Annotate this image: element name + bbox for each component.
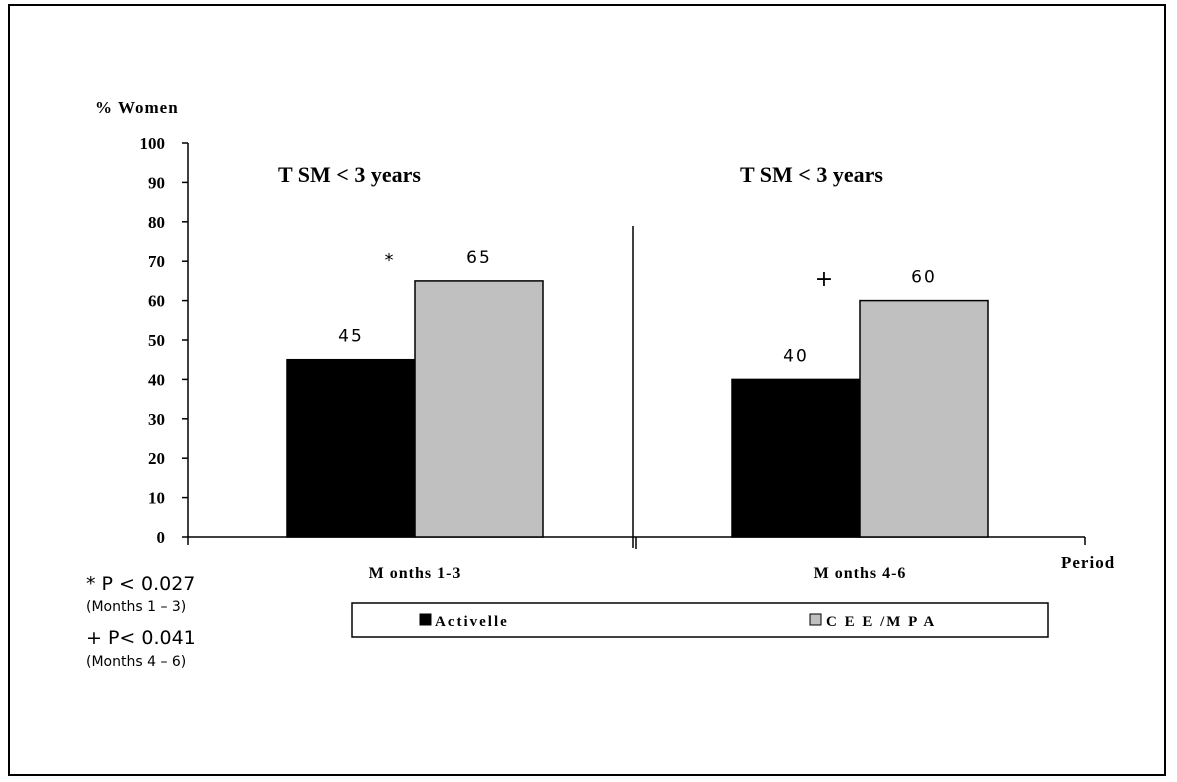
significance-marker-2: + [815, 267, 833, 292]
y-tick-label-90: 90 [148, 173, 165, 192]
significance-marker-1: * [385, 250, 394, 271]
bar-cee-mpa-1 [414, 280, 544, 538]
data-label-activelle-2: 40 [783, 346, 809, 366]
legend-label-cee-mpa: C E E /M P A [826, 614, 936, 630]
y-tick-label-0: 0 [157, 528, 166, 547]
y-tick-label-10: 10 [148, 489, 165, 508]
y-tick-label-70: 70 [148, 252, 165, 271]
footnote-detail-2: (Months 4 – 6) [86, 654, 186, 670]
footnote-detail-1: (Months 1 – 3) [86, 599, 186, 615]
x-category-label-1: M onths 1-3 [369, 565, 462, 582]
y-tick-label-50: 50 [148, 331, 165, 350]
x-category-label-2: M onths 4-6 [814, 565, 907, 582]
data-label-cee-mpa-2: 60 [911, 268, 937, 288]
y-tick-label-60: 60 [148, 292, 165, 311]
bar-activelle-2 [731, 378, 861, 538]
legend-box [351, 602, 1049, 638]
legend-label-activelle: Activelle [435, 614, 509, 630]
bar-cee-mpa-2 [859, 299, 989, 538]
footnote-2: + P< 0.041 [86, 627, 196, 649]
y-tick-label-30: 30 [148, 410, 165, 429]
y-tick-label-40: 40 [148, 370, 165, 389]
x-axis-label: Period [1061, 553, 1115, 572]
footnote-1: * P < 0.027 [86, 573, 195, 595]
legend-swatch-activelle [419, 613, 432, 626]
y-tick-label-100: 100 [140, 134, 166, 153]
y-tick-label-20: 20 [148, 449, 165, 468]
panel-title-2: T SM < 3 years [740, 162, 883, 187]
bar-activelle-1 [286, 358, 416, 538]
y-axis-label: % Women [95, 98, 179, 117]
panel-title-1: T SM < 3 years [278, 162, 421, 187]
legend-swatch-cee-mpa [809, 613, 822, 626]
data-label-activelle-1: 45 [338, 327, 364, 347]
y-tick-label-80: 80 [148, 213, 165, 232]
data-label-cee-mpa-1: 65 [466, 248, 492, 268]
